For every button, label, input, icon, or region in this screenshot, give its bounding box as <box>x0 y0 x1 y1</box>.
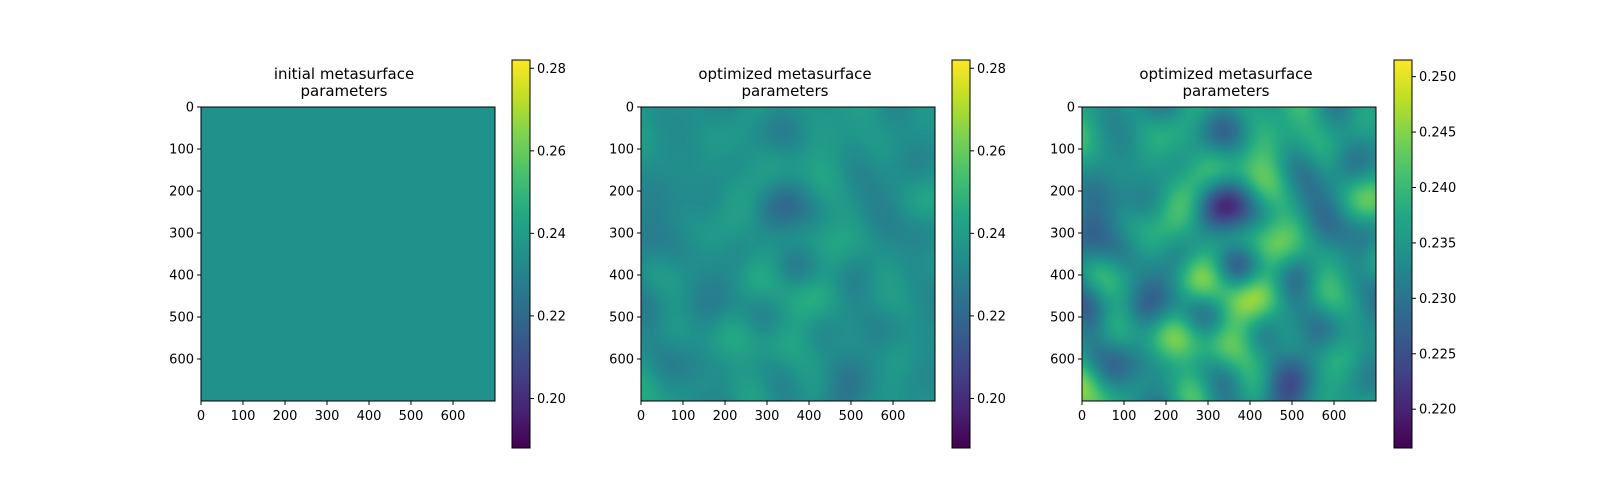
x-tick-label: 0 <box>637 409 645 424</box>
panel-1-heatmap <box>200 106 496 402</box>
x-tick-label: 100 <box>231 409 256 424</box>
y-tick-label: 600 <box>1050 353 1075 368</box>
panel-initial: initial metasurface parameters 0 100 200 30… <box>169 59 566 449</box>
y-tick-label: 100 <box>1050 143 1075 158</box>
panel-3-y-ticks: 0 100 200 300 400 500 600 <box>1050 101 1082 368</box>
panel-2-title-line-1: optimized metasurface <box>698 65 871 83</box>
x-tick-label: 0 <box>1078 409 1086 424</box>
x-tick-label: 300 <box>755 409 780 424</box>
colorbar-tick-label: 0.235 <box>1419 236 1456 251</box>
y-tick-label: 0 <box>626 101 634 116</box>
panel-1-axes-frame <box>200 106 496 402</box>
panel-3-heatmap <box>1081 106 1377 402</box>
x-tick-label: 600 <box>1322 409 1347 424</box>
x-tick-label: 100 <box>671 409 696 424</box>
panel-2-axes-frame <box>640 106 936 402</box>
colorbar-tick-label: 0.220 <box>1419 403 1456 418</box>
y-tick-label: 400 <box>609 269 634 284</box>
panel-1-colorbar-gradient <box>512 60 530 448</box>
y-tick-label: 200 <box>1050 185 1075 200</box>
panel-1-colorbar-ticks: 0.20 0.22 0.24 0.26 0.28 <box>530 62 566 407</box>
y-tick-label: 500 <box>169 311 194 326</box>
y-tick-label: 600 <box>169 353 194 368</box>
y-tick-label: 300 <box>1050 227 1075 242</box>
panel-2-colorbar-ticks: 0.20 0.22 0.24 0.26 0.28 <box>970 62 1006 407</box>
x-tick-label: 600 <box>881 409 906 424</box>
panel-2-colorbar-frame <box>951 59 971 449</box>
panel-3-title-line-2: parameters <box>1182 82 1269 100</box>
colorbar-tick-label: 0.20 <box>537 392 566 407</box>
x-tick-label: 200 <box>273 409 298 424</box>
x-tick-label: 200 <box>1154 409 1179 424</box>
y-tick-label: 200 <box>609 185 634 200</box>
y-tick-label: 200 <box>169 185 194 200</box>
panel-1-x-ticks: 0 100 200 300 400 500 600 <box>197 401 466 424</box>
colorbar-tick-label: 0.240 <box>1419 181 1456 196</box>
y-tick-label: 300 <box>609 227 634 242</box>
panel-optimized-1: optimized metasurface parameters 0 100 200… <box>609 59 1006 449</box>
colorbar-tick-label: 0.22 <box>977 309 1006 324</box>
colorbar-tick-label: 0.250 <box>1419 70 1456 85</box>
y-tick-label: 600 <box>609 353 634 368</box>
x-tick-label: 300 <box>315 409 340 424</box>
colorbar-tick-label: 0.28 <box>537 62 566 77</box>
colorbar-tick-label: 0.28 <box>977 62 1006 77</box>
panel-3-colorbar: 0.220 0.225 0.230 0.235 0.240 0.245 0.250 <box>1393 59 1456 449</box>
panel-1-title-line-2: parameters <box>300 82 387 100</box>
colorbar-tick-label: 0.24 <box>537 227 566 242</box>
x-tick-label: 200 <box>713 409 738 424</box>
panel-1-title-line-1: initial metasurface <box>274 65 414 83</box>
y-tick-label: 300 <box>169 227 194 242</box>
panel-1-colorbar-frame <box>511 59 531 449</box>
panel-2-heatmap <box>640 106 936 402</box>
panel-3-colorbar-frame <box>1393 59 1413 449</box>
panel-2-title-line-2: parameters <box>741 82 828 100</box>
x-tick-label: 600 <box>441 409 466 424</box>
colorbar-tick-label: 0.230 <box>1419 292 1456 307</box>
x-tick-label: 500 <box>1280 409 1305 424</box>
x-tick-label: 500 <box>399 409 424 424</box>
colorbar-tick-label: 0.22 <box>537 309 566 324</box>
colorbar-tick-label: 0.26 <box>977 144 1006 159</box>
colorbar-tick-label: 0.20 <box>977 392 1006 407</box>
y-tick-label: 0 <box>186 101 194 116</box>
panel-2-y-ticks: 0 100 200 300 400 500 600 <box>609 101 641 368</box>
y-tick-label: 400 <box>1050 269 1075 284</box>
panel-1-y-ticks: 0 100 200 300 400 500 600 <box>169 101 201 368</box>
x-tick-label: 400 <box>357 409 382 424</box>
y-tick-label: 400 <box>169 269 194 284</box>
panel-3-colorbar-gradient <box>1394 60 1412 448</box>
y-tick-label: 0 <box>1067 101 1075 116</box>
y-tick-label: 100 <box>169 143 194 158</box>
panel-3-colorbar-ticks: 0.220 0.225 0.230 0.235 0.240 0.245 0.250 <box>1412 70 1456 418</box>
y-tick-label: 500 <box>609 311 634 326</box>
panel-2-heatmap-image <box>641 107 935 401</box>
panel-2-x-ticks: 0 100 200 300 400 500 600 <box>637 401 906 424</box>
x-tick-label: 400 <box>1238 409 1263 424</box>
colorbar-tick-label: 0.26 <box>537 144 566 159</box>
panel-3-title-line-1: optimized metasurface <box>1139 65 1312 83</box>
colorbar-tick-label: 0.225 <box>1419 347 1456 362</box>
x-tick-label: 400 <box>797 409 822 424</box>
colorbar-tick-label: 0.24 <box>977 227 1006 242</box>
x-tick-label: 0 <box>197 409 205 424</box>
panel-2-colorbar: 0.20 0.22 0.24 0.26 0.28 <box>951 59 1006 449</box>
y-tick-label: 500 <box>1050 311 1075 326</box>
y-tick-label: 100 <box>609 143 634 158</box>
x-tick-label: 500 <box>839 409 864 424</box>
panel-3-x-ticks: 0 100 200 300 400 500 600 <box>1078 401 1347 424</box>
x-tick-label: 100 <box>1112 409 1137 424</box>
panel-optimized-2: optimized metasurface parameters 0 100 200… <box>1050 59 1456 449</box>
panel-2-colorbar-gradient <box>952 60 970 448</box>
colorbar-tick-label: 0.245 <box>1419 126 1456 141</box>
panel-3-axes-frame <box>1081 106 1377 402</box>
panel-1-heatmap-image <box>201 107 495 401</box>
panel-3-heatmap-image <box>1082 107 1376 401</box>
x-tick-label: 300 <box>1196 409 1221 424</box>
panel-1-colorbar: 0.20 0.22 0.24 0.26 0.28 <box>511 59 566 449</box>
